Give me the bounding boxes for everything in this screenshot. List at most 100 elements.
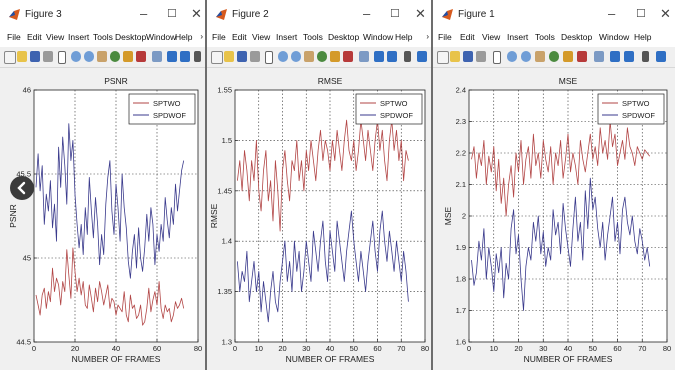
legend-icon[interactable] — [387, 51, 397, 62]
menu-edit[interactable]: Edit — [27, 32, 42, 42]
menu-view[interactable]: View — [46, 32, 65, 42]
menu-overflow-icon[interactable]: › — [426, 32, 429, 41]
rotate-icon[interactable] — [549, 51, 559, 62]
menu-file[interactable]: File — [212, 32, 226, 42]
data-cursor-icon[interactable] — [123, 51, 133, 62]
menu-window[interactable]: Window — [363, 32, 394, 42]
link-icon[interactable] — [359, 51, 369, 62]
maximize-button[interactable]: ☐ — [167, 8, 177, 20]
menu-view[interactable]: View — [252, 32, 271, 42]
minimize-button[interactable]: – — [608, 6, 616, 21]
close-button[interactable]: ✕ — [660, 6, 671, 21]
menu-overflow-icon[interactable]: › — [200, 32, 203, 41]
open-file-icon[interactable] — [224, 51, 234, 62]
menu-help[interactable]: Help — [175, 32, 193, 42]
pan-icon[interactable] — [304, 51, 314, 62]
title-bar[interactable]: Figure 1 – ☐ ✕ — [433, 0, 675, 30]
brush-icon[interactable] — [343, 51, 353, 62]
menu-help[interactable]: Help — [395, 32, 413, 42]
menu-edit[interactable]: Edit — [460, 32, 475, 42]
colorbar-icon[interactable] — [374, 51, 384, 62]
zoom-out-icon[interactable] — [84, 51, 94, 62]
menu-desktop[interactable]: Desktop — [115, 32, 147, 42]
print-icon[interactable] — [476, 51, 486, 62]
back-nav-button[interactable] — [10, 176, 34, 200]
title-bar[interactable]: Figure 3 – ☐ ✕ — [0, 0, 205, 30]
print-icon[interactable] — [43, 51, 53, 62]
save-icon[interactable] — [463, 51, 473, 62]
legend-icon[interactable] — [624, 51, 634, 62]
zoom-in-icon[interactable] — [278, 51, 288, 62]
print-icon[interactable] — [250, 51, 260, 62]
menu-window[interactable]: Window — [146, 32, 177, 42]
x-tick-label: 70 — [397, 344, 405, 353]
menu-tools[interactable]: Tools — [535, 32, 555, 42]
psnr-chart[interactable]: 0 20 40 60 80 44.5 45 45.5 46 PSNR NUMBER OF FRAME… — [0, 68, 207, 370]
menu-file[interactable]: File — [7, 32, 21, 42]
pointer-icon[interactable] — [265, 51, 273, 64]
brush-icon[interactable] — [577, 51, 587, 62]
dock-icon[interactable] — [656, 51, 666, 62]
save-icon[interactable] — [237, 51, 247, 62]
zoom-out-icon[interactable] — [521, 51, 531, 62]
menu-tools[interactable]: Tools — [93, 32, 113, 42]
zoom-in-icon[interactable] — [71, 51, 81, 62]
series-line-sptwo — [471, 121, 651, 217]
menu-insert[interactable]: Insert — [68, 32, 90, 42]
figure-window-1[interactable]: Figure 1 – ☐ ✕ File Edit View Insert Too… — [433, 0, 675, 370]
maximize-button[interactable]: ☐ — [390, 8, 400, 20]
link-icon[interactable] — [594, 51, 604, 62]
colorbar-icon[interactable] — [610, 51, 620, 62]
pan-icon[interactable] — [97, 51, 107, 62]
mse-chart[interactable]: 0 10 20 30 40 50 60 70 80 1.6 1.7 1.8 1.9 2 2.1 2.2 2.3 2… — [433, 68, 675, 370]
data-cursor-icon[interactable] — [330, 51, 340, 62]
dock-icon[interactable] — [417, 51, 427, 62]
rmse-chart[interactable]: 0 10 20 30 40 50 60 70 80 1.3 1.35 1.4 1.45 1.5 1.55 RM… — [207, 68, 433, 370]
zoom-out-icon[interactable] — [291, 51, 301, 62]
title-bar[interactable]: Figure 2 – ☐ ✕ — [207, 0, 431, 30]
brush-icon[interactable] — [136, 51, 146, 62]
figure-window-2[interactable]: Figure 2 – ☐ ✕ File Edit View Insert Too… — [207, 0, 433, 370]
toolbar — [433, 47, 675, 68]
new-figure-icon[interactable] — [4, 51, 16, 64]
menu-desktop[interactable]: Desktop — [561, 32, 593, 42]
menu-view[interactable]: View — [482, 32, 501, 42]
maximize-button[interactable]: ☐ — [636, 8, 646, 20]
menu-help[interactable]: Help — [634, 32, 652, 42]
pointer-icon[interactable] — [58, 51, 66, 64]
menu-window[interactable]: Window — [599, 32, 630, 42]
open-file-icon[interactable] — [17, 51, 27, 62]
new-figure-icon[interactable] — [437, 51, 449, 64]
y-tick-label: 1.55 — [217, 86, 232, 95]
save-icon[interactable] — [30, 51, 40, 62]
property-editor-icon[interactable] — [194, 51, 201, 62]
menu-insert[interactable]: Insert — [507, 32, 529, 42]
minimize-button[interactable]: – — [363, 6, 371, 21]
menu-insert[interactable]: Insert — [276, 32, 298, 42]
legend-icon[interactable] — [180, 51, 190, 62]
rotate-icon[interactable] — [317, 51, 327, 62]
new-figure-icon[interactable] — [211, 51, 223, 64]
property-editor-icon[interactable] — [642, 51, 649, 62]
menu-desktop[interactable]: Desktop — [328, 32, 360, 42]
menu-tools[interactable]: Tools — [303, 32, 323, 42]
y-tick-label: 2 — [462, 212, 466, 221]
y-tick-label: 46 — [23, 86, 31, 95]
pointer-icon[interactable] — [493, 51, 501, 64]
property-editor-icon[interactable] — [404, 51, 411, 62]
rotate-icon[interactable] — [110, 51, 120, 62]
figure-window-3[interactable]: Figure 3 – ☐ ✕ File Edit View Insert Too… — [0, 0, 207, 370]
menu-file[interactable]: File — [438, 32, 452, 42]
y-axis-label: MSE — [443, 206, 453, 225]
minimize-button[interactable]: – — [140, 6, 148, 21]
open-file-icon[interactable] — [450, 51, 460, 62]
colorbar-icon[interactable] — [167, 51, 177, 62]
pan-icon[interactable] — [535, 51, 545, 62]
data-cursor-icon[interactable] — [563, 51, 573, 62]
menu-edit[interactable]: Edit — [232, 32, 247, 42]
x-tick-label: 40 — [326, 344, 334, 353]
zoom-in-icon[interactable] — [507, 51, 517, 62]
close-button[interactable]: ✕ — [415, 6, 426, 21]
close-button[interactable]: ✕ — [191, 6, 202, 21]
link-icon[interactable] — [152, 51, 162, 62]
